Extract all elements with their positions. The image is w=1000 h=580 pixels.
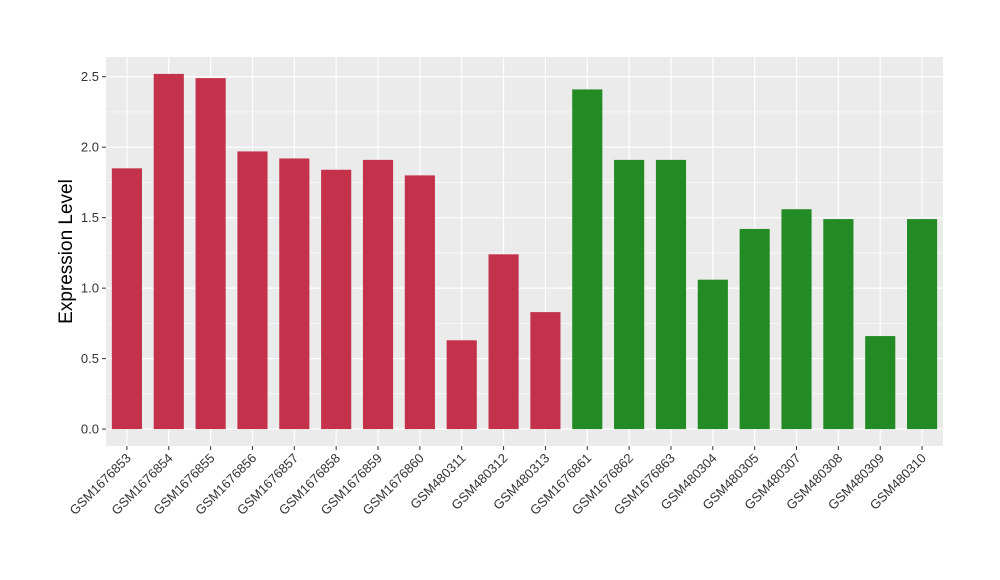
bar-GSM1676855 xyxy=(195,78,226,430)
bar-GSM480311 xyxy=(446,340,477,430)
y-tick-label: 1.5 xyxy=(81,210,99,225)
bars xyxy=(111,73,938,430)
bar-GSM480313 xyxy=(530,312,561,430)
plot-panel xyxy=(106,57,943,446)
bar-GSM1676856 xyxy=(237,151,268,430)
bar-GSM480304 xyxy=(697,279,728,430)
bar-GSM1676861 xyxy=(572,89,603,430)
bar-GSM1676863 xyxy=(655,159,687,430)
bar-GSM480305 xyxy=(739,228,770,430)
bar-GSM1676853 xyxy=(111,168,142,430)
y-tick-label: 1.0 xyxy=(81,281,99,296)
bar-GSM1676859 xyxy=(362,159,394,430)
bar-GSM1676862 xyxy=(614,159,645,430)
y-tick-label: 2.0 xyxy=(81,140,99,155)
y-tick-label: 0.0 xyxy=(81,422,99,437)
x-axis: GSM1676853GSM1676854GSM1676855GSM1676856… xyxy=(67,446,929,518)
y-tick-label: 0.5 xyxy=(81,351,99,366)
bar-GSM480308 xyxy=(823,219,854,430)
bar-GSM480307 xyxy=(781,209,812,430)
bar-GSM1676858 xyxy=(321,169,352,430)
bar-GSM1676860 xyxy=(404,175,435,430)
y-tick-label: 2.5 xyxy=(81,69,99,84)
bar-GSM480309 xyxy=(865,336,896,430)
bar-GSM1676857 xyxy=(279,158,310,430)
bar-GSM480310 xyxy=(907,219,938,430)
y-axis-title: Expression Level xyxy=(56,179,77,324)
bar-GSM1676854 xyxy=(153,73,184,430)
bar-GSM480312 xyxy=(488,254,519,430)
y-axis: 0.0 0.5 1.0 1.5 2.0 2.5 xyxy=(81,69,106,437)
